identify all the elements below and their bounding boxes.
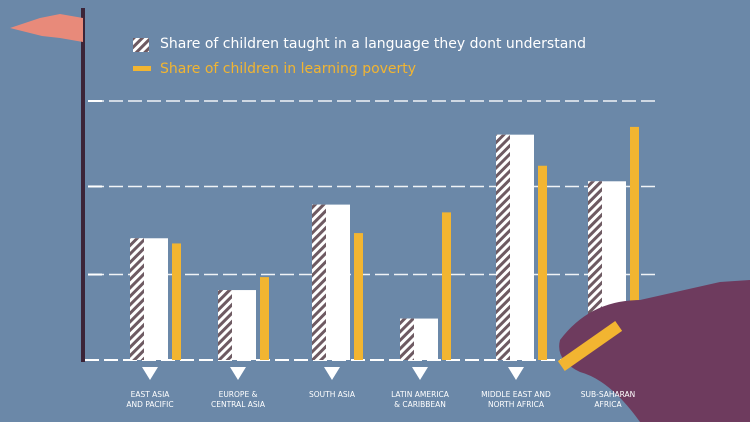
chalk — [557, 321, 623, 371]
bar-hatch — [218, 290, 232, 360]
bar — [172, 243, 181, 360]
bar-hatch — [312, 204, 326, 360]
bar — [260, 277, 269, 360]
bar-group — [218, 290, 256, 360]
category-marker — [230, 367, 246, 380]
legend-label: Share of children in learning poverty — [160, 61, 417, 77]
bar-hatch — [400, 318, 414, 360]
bar-hatch — [130, 238, 144, 360]
x-tick-label: LATIN AMERICA & CARIBBEAN — [391, 390, 449, 409]
bar-group — [312, 204, 350, 360]
category-marker — [142, 367, 158, 380]
bar — [354, 233, 363, 360]
bar — [538, 165, 547, 360]
category-marker — [412, 367, 428, 380]
x-tick-label: EUROPE & CENTRAL ASIA — [210, 390, 265, 409]
bar-group — [496, 134, 534, 360]
x-tick-label: SUB-SAHARAN AFRICA — [580, 390, 636, 409]
legend-swatch — [133, 66, 151, 71]
x-tick-label: SOUTH ASIA — [309, 390, 355, 399]
bar-group — [130, 238, 168, 360]
category-marker — [508, 367, 524, 380]
bar — [442, 212, 451, 360]
legend-swatch — [133, 38, 149, 52]
hand — [559, 280, 750, 422]
bar-group — [400, 318, 438, 360]
category-marker — [324, 367, 340, 380]
legend-label: Share of children taught in a language t… — [160, 36, 587, 52]
flag — [10, 14, 83, 42]
bar-hatch — [496, 134, 510, 360]
x-tick-label: EAST ASIA AND PACIFIC — [126, 390, 174, 409]
x-tick-label: MIDDLE EAST AND NORTH AFRICA — [481, 390, 551, 409]
bar — [630, 126, 639, 361]
